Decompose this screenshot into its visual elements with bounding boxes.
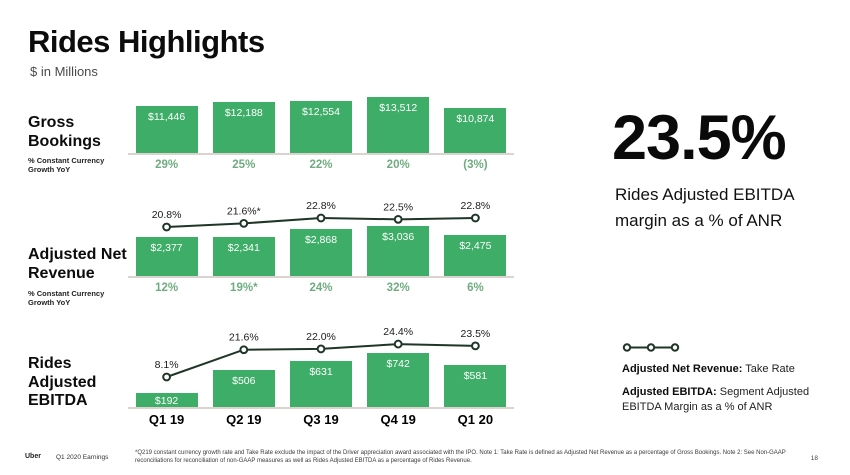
- bar-value-label: $631: [309, 365, 333, 378]
- page-subtitle: $ in Millions: [30, 64, 98, 79]
- row-label-gross-bookings: Gross Bookings: [28, 114, 101, 150]
- footer-deck-label: Q1 2020 Earnings: [56, 453, 109, 461]
- bar-gross-bookings-q4-19: [367, 97, 430, 153]
- bar-value-label: $12,188: [224, 106, 263, 119]
- growth-yoy-label: 22%: [309, 159, 333, 171]
- line-point: [393, 339, 403, 349]
- line-point-label: 20.8%: [152, 209, 182, 221]
- highlight-stat-description: Rides Adjusted EBITDA margin as a % of A…: [615, 185, 794, 231]
- legend-term: Adjusted Net Revenue:: [622, 363, 743, 375]
- line-point-label: 22.8%: [306, 200, 336, 212]
- bar-adjusted-net-revenue-q4-19: [367, 226, 430, 276]
- line-point-label: 24.4%: [383, 326, 413, 338]
- bar-value-label: $13,512: [379, 101, 418, 114]
- row-label-adjusted-net-revenue: Adjusted Net Revenue: [28, 246, 127, 282]
- bar-value-label: $192: [154, 394, 179, 407]
- growth-yoy-label: 19%*: [230, 282, 258, 294]
- bar-value-label: $581: [463, 369, 488, 382]
- row-sublabel-adjusted-net-revenue: % Constant Currency Growth YoY: [28, 289, 105, 308]
- bar-adjusted-net-revenue-q1-19: [135, 237, 198, 276]
- line-point: [471, 341, 480, 351]
- bar-gross-bookings-q3-19: [290, 101, 352, 153]
- growth-yoy-label: 25%: [232, 159, 256, 171]
- line-point: [162, 222, 172, 232]
- growth-yoy-label: 29%: [155, 159, 179, 171]
- bar-gross-bookings-q1-19: [135, 106, 198, 153]
- bar-adjusted-net-revenue-q2-19: [212, 237, 275, 276]
- growth-yoy-label: 6%: [467, 282, 484, 294]
- bar-value-label: $10,874: [456, 112, 495, 125]
- bar-value-label: $11,446: [148, 110, 186, 123]
- bar-gross-bookings-q2-19: [212, 102, 275, 153]
- line-point-label: 22.0%: [306, 331, 336, 343]
- bar-value-label: $2,868: [304, 233, 338, 246]
- legend-definition: Segment Adjusted EBITDA Margin as a % of…: [622, 385, 810, 413]
- row-sublabel-gross-bookings: % Constant Currency Growth YoY: [28, 156, 105, 175]
- line-point: [239, 219, 249, 228]
- x-axis-label-q1-20: Q1 20: [457, 412, 494, 427]
- x-axis-label-q2-19: Q2 19: [226, 412, 262, 427]
- line-point: [393, 214, 403, 224]
- line-point: [239, 345, 249, 355]
- bar-value-label: $506: [232, 374, 256, 387]
- axis-baseline-adjusted-net-revenue: [128, 276, 514, 278]
- x-axis-label-q4-19: Q4 19: [380, 412, 416, 427]
- x-axis-label-q3-19: Q3 19: [303, 412, 339, 427]
- uber-logo: Uber: [25, 453, 41, 460]
- line-point-label: 23.5%: [461, 328, 491, 340]
- line-point: [316, 344, 326, 354]
- axis-baseline-rides-adjusted-ebitda: [128, 407, 514, 409]
- bar-value-label: $2,377: [150, 241, 183, 254]
- line-point-label: 8.1%: [155, 359, 179, 371]
- bar-adjusted-net-revenue-q1-20: [444, 235, 507, 276]
- page-number: 18: [810, 455, 818, 462]
- bar-adjusted-net-revenue-q3-19: [290, 229, 352, 276]
- growth-yoy-label: 12%: [155, 282, 179, 294]
- growth-yoy-label: 24%: [309, 282, 333, 294]
- legend-term: Adjusted EBITDA:: [622, 385, 717, 398]
- bar-value-label: $3,036: [382, 230, 415, 243]
- line-point-label: 22.5%: [383, 201, 413, 213]
- bar-gross-bookings-q1-20: [444, 108, 507, 153]
- growth-yoy-label: 20%: [386, 159, 410, 171]
- line-series-legend-icon: [622, 343, 680, 352]
- legend-item-ebitda-margin: Adjusted EBITDA: Segment Adjusted EBITDA…: [622, 385, 840, 415]
- line-point-label: 22.8%: [461, 200, 491, 212]
- line-point-label: 21.6%: [229, 332, 259, 344]
- line-point: [471, 213, 480, 223]
- line-point: [316, 213, 326, 223]
- axis-baseline-gross-bookings: [128, 153, 514, 155]
- bar-value-label: $2,341: [227, 241, 260, 254]
- legend-item-take-rate: Adjusted Net Revenue: Take Rate: [622, 362, 840, 377]
- growth-yoy-label: 32%: [386, 282, 410, 294]
- bar-value-label: $2,475: [459, 239, 492, 252]
- bar-value-label: $12,554: [302, 105, 340, 118]
- page-title: Rides Highlights: [28, 24, 265, 59]
- highlight-stat-value: 23.5%: [612, 103, 787, 173]
- x-axis-label-q1-19: Q1 19: [148, 412, 185, 427]
- line-point: [162, 372, 172, 382]
- footnote: *Q219 constant currency growth rate and …: [135, 450, 786, 464]
- row-label-rides-adjusted-ebitda: Rides Adjusted EBITDA: [28, 355, 97, 410]
- legend: Adjusted Net Revenue: Take Rate Adjusted…: [622, 342, 840, 423]
- line-point-label: 21.6%*: [227, 205, 261, 217]
- bar-value-label: $742: [386, 357, 410, 370]
- growth-yoy-label: (3%): [463, 159, 488, 171]
- bar-rides-adjusted-ebitda-q1-19: [135, 393, 198, 407]
- legend-definition: Take Rate: [742, 363, 795, 375]
